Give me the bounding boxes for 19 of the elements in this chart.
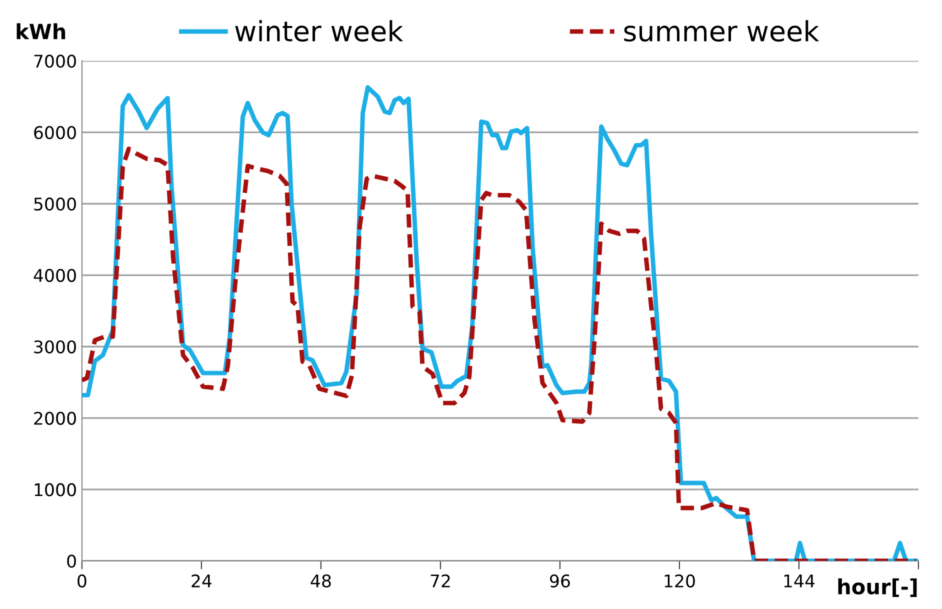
x-tick-label: 0 [78, 574, 86, 588]
x-tick-label: 72 [430, 574, 450, 588]
y-tick-label: 1000 [34, 483, 76, 496]
x-tick-label: 120 [664, 574, 695, 588]
y-tick-label: 4000 [34, 268, 76, 282]
y-tick-label: 7000 [34, 54, 76, 68]
y-tick-label: 5000 [34, 197, 76, 211]
x-tick-label: 24 [192, 574, 212, 588]
legend-label: winter week [235, 20, 404, 42]
y-tick-label: 2000 [34, 412, 76, 425]
y-tick-label: 6000 [34, 126, 76, 140]
x-tick-label: 144 [784, 574, 815, 588]
legend-label: summer week [624, 20, 820, 42]
y-tick-label: 3000 [34, 340, 76, 354]
x-tick-label: 96 [550, 574, 570, 588]
x-axis-title: hour[-] [838, 578, 917, 597]
y-tick-label: 0 [67, 554, 76, 568]
x-tick-label: 48 [310, 574, 331, 588]
y-axis-title: kWh [16, 23, 66, 40]
